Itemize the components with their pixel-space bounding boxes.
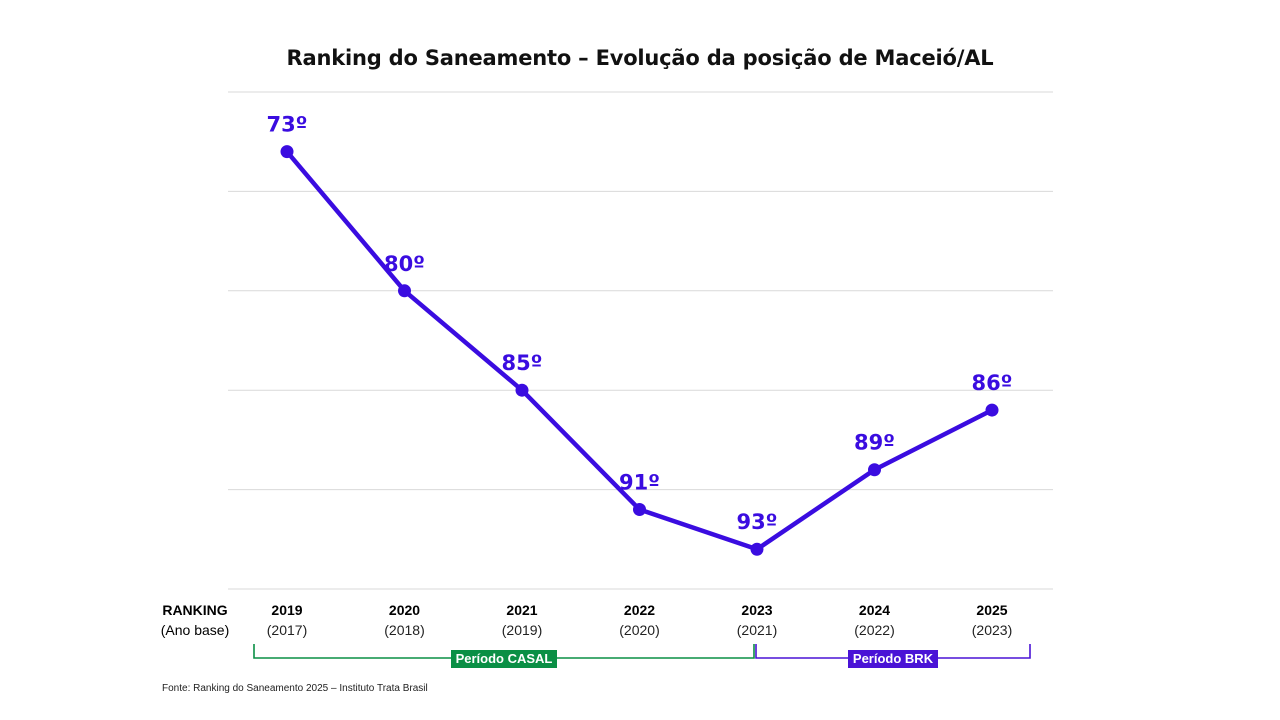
base-year-label: (2019) — [501, 622, 543, 638]
category-label: 2019 (2017) — [232, 600, 342, 640]
data-point — [280, 145, 294, 159]
source-note: Fonte: Ranking do Saneamento 2025 – Inst… — [162, 683, 428, 694]
base-year-label: (2022) — [854, 622, 895, 638]
ranking-header-sublabel: (Ano base) — [160, 622, 230, 638]
tick-label: 2023 — [741, 602, 773, 618]
data-labels: 73º 80º 85º 91º 93º 89º 86º — [266, 113, 1012, 535]
base-year-label: (2023) — [971, 622, 1013, 638]
tick-label: 2020 — [388, 602, 421, 618]
base-year-label: (2017) — [266, 622, 308, 638]
tick-label: 2025 — [976, 602, 1008, 618]
tick-label: 2021 — [506, 602, 538, 618]
data-label: 86º — [971, 371, 1012, 395]
data-label: 80º — [384, 252, 425, 276]
category-label: 2022 (2020) — [585, 600, 695, 640]
tick-label: 2022 — [623, 602, 656, 618]
data-points — [280, 145, 999, 556]
category-label: 2025 (2023) — [937, 600, 1047, 640]
category-label: 2024 (2022) — [820, 600, 930, 640]
data-label: 85º — [501, 351, 542, 375]
data-point — [750, 542, 764, 556]
data-point — [868, 463, 881, 477]
data-label: 89º — [854, 431, 895, 455]
data-label: 93º — [736, 510, 777, 534]
data-point — [633, 502, 646, 516]
data-label: 73º — [266, 113, 307, 137]
data-point — [515, 383, 529, 397]
base-year-label: (2021) — [736, 622, 778, 638]
ranking-row-header: RANKING (Ano base) — [140, 600, 250, 640]
category-label: 2023 (2021) — [702, 600, 812, 640]
period-label: Período CASAL — [450, 650, 558, 668]
gridlines — [228, 91, 1053, 590]
chart-title: Ranking do Saneamento – Evolução da posi… — [286, 46, 994, 70]
data-point — [985, 403, 999, 417]
data-label: 91º — [619, 470, 660, 494]
base-year-label: (2018) — [384, 622, 425, 638]
category-label: 2021 (2019) — [467, 600, 577, 640]
tick-label: 2024 — [858, 602, 891, 618]
period-label: Período BRK — [847, 650, 939, 668]
category-label: 2020 (2018) — [350, 600, 460, 640]
ranking-header-label: RANKING — [162, 602, 228, 618]
base-year-label: (2020) — [619, 622, 660, 638]
tick-label: 2019 — [271, 602, 303, 618]
data-point — [398, 284, 411, 298]
